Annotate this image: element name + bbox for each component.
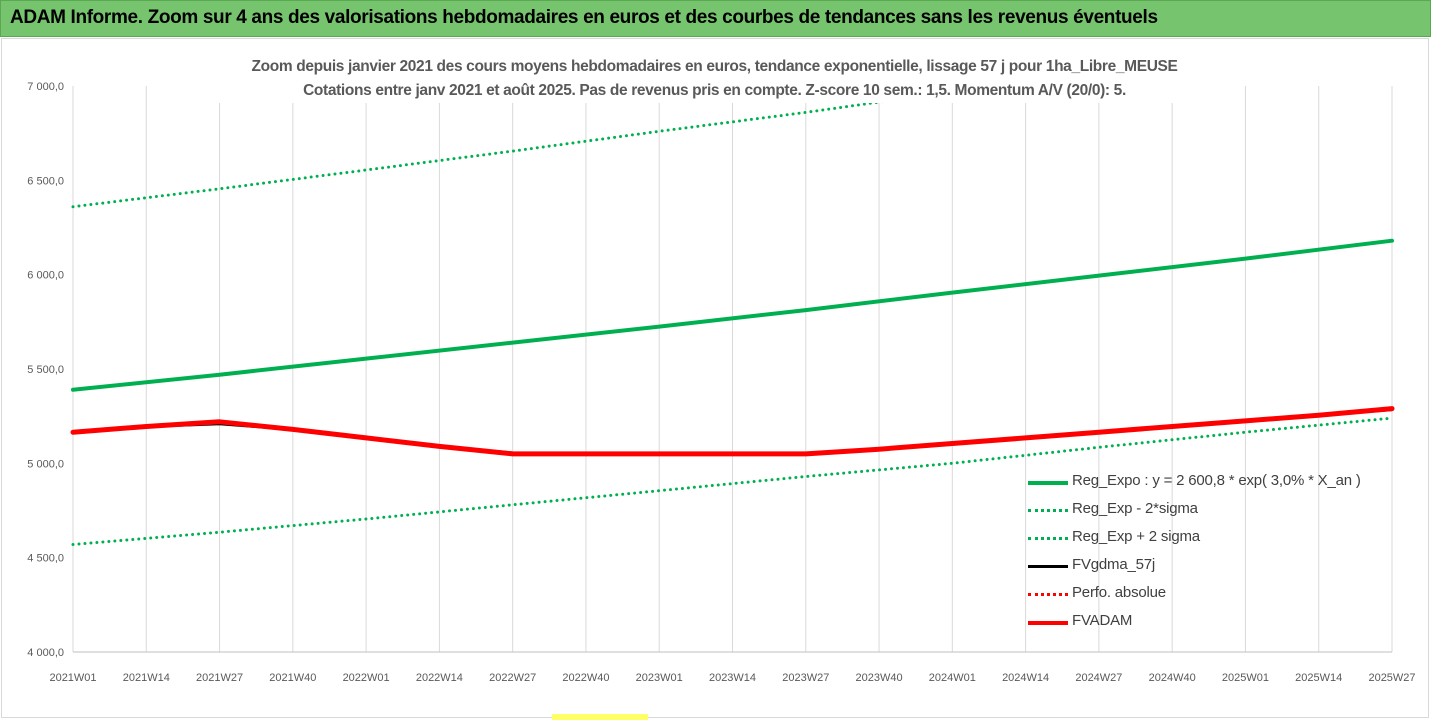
legend-swatch: [1028, 537, 1068, 540]
series-line-fvadam: [70, 406, 1395, 457]
legend-swatch: [1028, 481, 1068, 485]
legend-label: FVADAM: [1072, 612, 1133, 629]
x-tick-label: 2023W01: [636, 672, 683, 684]
series-line-reg-exp-2: [71, 83, 1025, 209]
x-tick-label: 2024W14: [1002, 672, 1049, 684]
x-tick-label: 2021W01: [49, 672, 96, 684]
x-tick-label: 2025W14: [1295, 672, 1342, 684]
footer-accent-bar: [552, 714, 648, 720]
legend-item: Perfo. absolue: [1020, 580, 1390, 608]
legend-label: Reg_Expo : y = 2 600,8 * exp( 3,0% * X_a…: [1072, 472, 1361, 489]
x-tick-label: 2023W14: [709, 672, 756, 684]
x-tick-label: 2022W14: [416, 672, 463, 684]
legend-item: Reg_Exp + 2 sigma: [1020, 524, 1390, 552]
y-tick-label: 5 000,0: [27, 458, 64, 470]
page-title: ADAM Informe. Zoom sur 4 ans des valoris…: [10, 7, 1158, 28]
y-tick-label: 4 500,0: [27, 553, 64, 565]
legend-swatch: [1028, 593, 1068, 596]
chart-title: Zoom depuis janvier 2021 des cours moyen…: [212, 55, 1217, 103]
x-tick-label: 2022W27: [489, 672, 536, 684]
x-tick-label: 2022W40: [562, 672, 609, 684]
header-banner: ADAM Informe. Zoom sur 4 ans des valoris…: [0, 0, 1431, 37]
legend-item: FVgdma_57j: [1020, 552, 1390, 580]
x-tick-label: 2022W01: [343, 672, 390, 684]
y-tick-label: 6 000,0: [27, 270, 64, 282]
x-tick-label: 2021W27: [196, 672, 243, 684]
y-tick-label: 6 500,0: [27, 175, 64, 187]
legend-item: FVADAM: [1020, 608, 1390, 636]
x-tick-label: 2024W27: [1075, 672, 1122, 684]
legend-label: FVgdma_57j: [1072, 556, 1156, 573]
legend-label: Perfo. absolue: [1072, 584, 1166, 601]
series-line-reg-expo-y: [71, 238, 1394, 392]
y-tick-label: 7 000,0: [27, 81, 64, 93]
y-tick-label: 4 000,0: [27, 647, 64, 659]
x-tick-label: 2023W40: [856, 672, 903, 684]
x-tick-label: 2023W27: [782, 672, 829, 684]
y-tick-label: 5 500,0: [27, 364, 64, 376]
legend-label: Reg_Exp - 2*sigma: [1072, 500, 1198, 517]
chart-legend: Reg_Expo : y = 2 600,8 * exp( 3,0% * X_a…: [1020, 468, 1390, 636]
x-tick-label: 2021W40: [269, 672, 316, 684]
legend-swatch: [1028, 565, 1068, 568]
legend-swatch: [1028, 621, 1068, 625]
x-tick-label: 2025W01: [1222, 672, 1269, 684]
x-tick-label: 2024W40: [1149, 672, 1196, 684]
chart-frame: [1, 38, 1429, 718]
x-tick-label: 2025W27: [1368, 672, 1415, 684]
chart-title-line-1: Zoom depuis janvier 2021 des cours moyen…: [251, 58, 1178, 75]
x-tick-label: 2024W01: [929, 672, 976, 684]
x-tick-label: 2021W14: [123, 672, 170, 684]
legend-item: Reg_Exp - 2*sigma: [1020, 496, 1390, 524]
series-line-reg-exp-2: [71, 416, 1394, 546]
chart-title-line-2: Cotations entre janv 2021 et août 2025. …: [303, 82, 1126, 99]
legend-swatch: [1028, 509, 1068, 512]
legend-item: Reg_Expo : y = 2 600,8 * exp( 3,0% * X_a…: [1020, 468, 1390, 496]
legend-label: Reg_Exp + 2 sigma: [1072, 528, 1200, 545]
